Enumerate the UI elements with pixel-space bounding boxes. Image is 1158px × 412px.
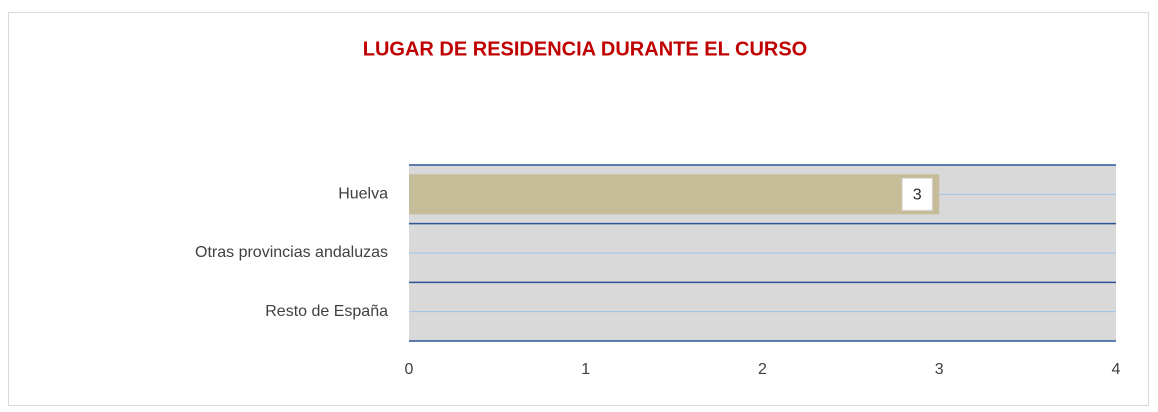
x-tick-label: 3 — [935, 361, 944, 378]
data-label: 3 — [913, 187, 922, 204]
x-tick-label: 4 — [1112, 361, 1121, 378]
y-tick-label: Huelva — [338, 186, 388, 203]
y-tick-label: Otras provincias andaluzas — [195, 244, 388, 261]
bar — [409, 174, 940, 215]
chart-title: LUGAR DE RESIDENCIA DURANTE EL CURSO — [363, 38, 807, 60]
x-tick-label: 0 — [405, 361, 414, 378]
x-tick-label: 1 — [581, 361, 590, 378]
data-label-box — [901, 177, 933, 211]
x-tick-label: 2 — [758, 361, 767, 378]
y-tick-label: Resto de España — [265, 303, 388, 320]
